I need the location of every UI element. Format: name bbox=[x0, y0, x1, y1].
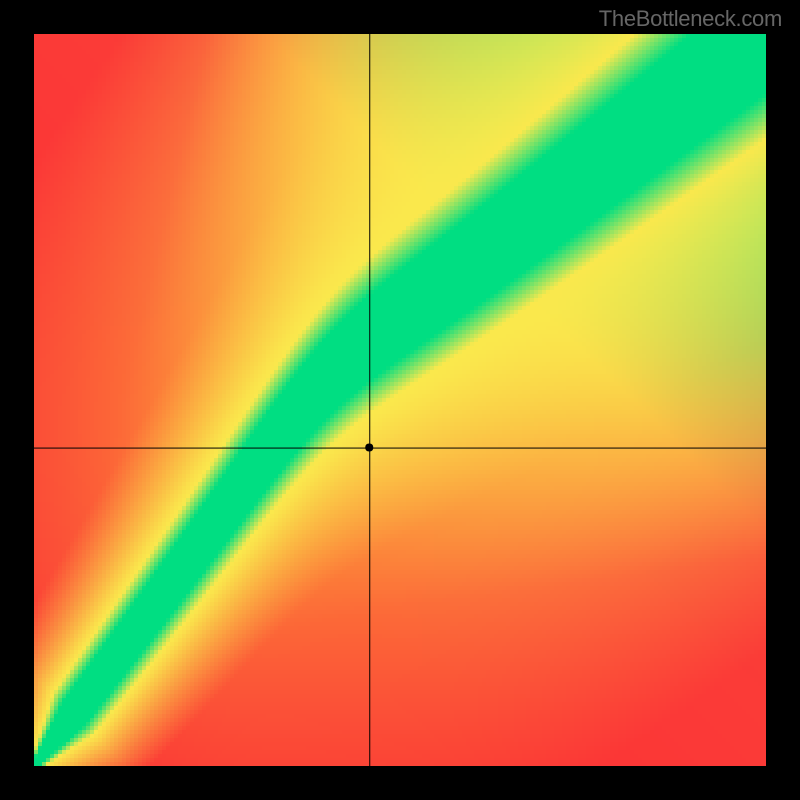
crosshair-overlay bbox=[34, 34, 766, 766]
plot-area bbox=[34, 34, 766, 766]
watermark-text: TheBottleneck.com bbox=[599, 6, 782, 32]
chart-container: TheBottleneck.com bbox=[0, 0, 800, 800]
